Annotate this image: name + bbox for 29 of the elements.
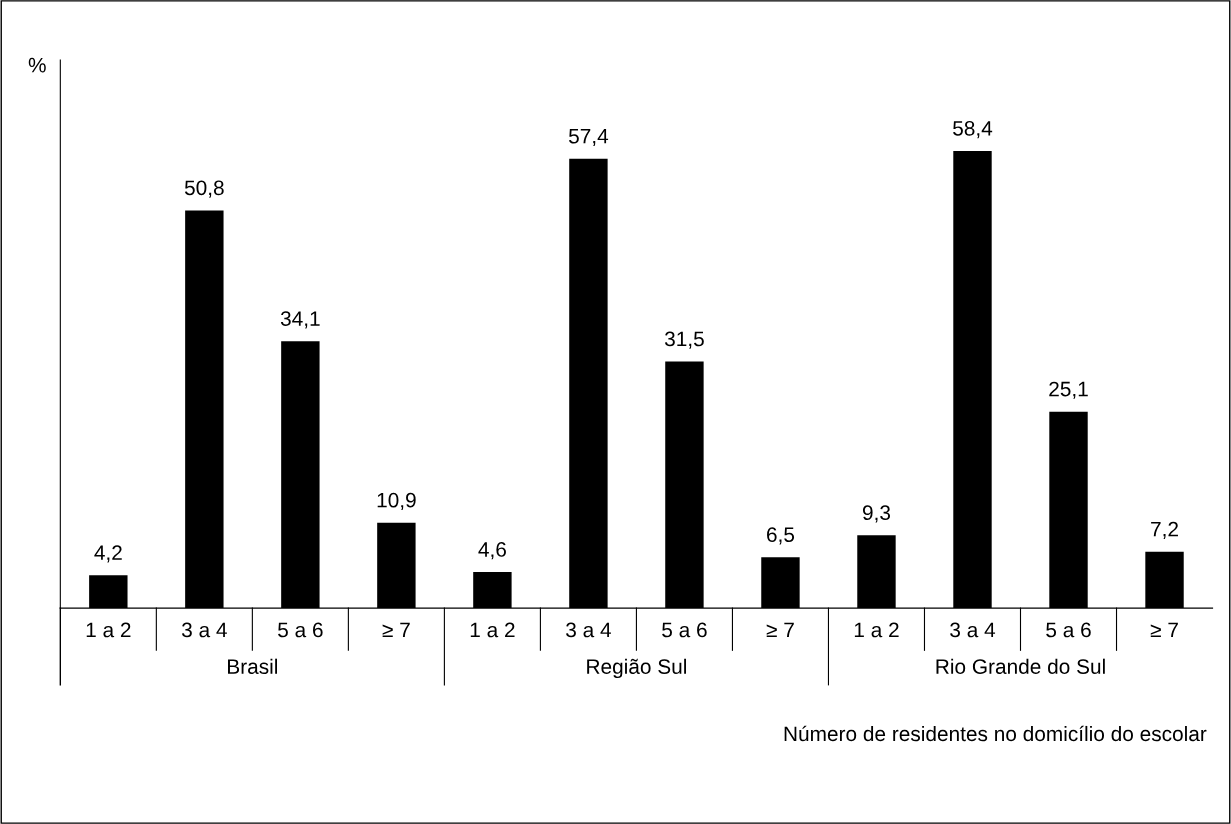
data-label: 4,2 <box>94 545 122 563</box>
x-tick-label: 5 a 6 <box>1046 622 1091 638</box>
data-label: 57,4 <box>568 129 609 147</box>
text: Região Sul <box>587 658 686 679</box>
x-tick-label: 3 a 4 <box>566 622 611 638</box>
x-tick-label: 3 a 4 <box>950 622 996 638</box>
data-label: 50,8 <box>184 180 224 198</box>
data-label: 10,9 <box>377 492 416 511</box>
data-label: 58,4 <box>953 120 993 139</box>
x-tick-label: 1 a 2 <box>470 622 515 638</box>
x-tick-label: 5 a 6 <box>662 622 707 638</box>
x-tick-label: 3 a 4 <box>181 622 227 638</box>
x-tick-label: ≥ 7 <box>382 622 410 638</box>
x-tick-label: ≥ 7 <box>1150 622 1178 638</box>
x-tick-label: ≥ 7 <box>766 622 794 638</box>
x-tick-label: 1 a 2 <box>854 622 899 638</box>
data-label: 31,5 <box>664 331 704 349</box>
y-axis-title: % <box>28 57 46 73</box>
x-axis-title: Número de residentes no domicílio do escolar <box>784 725 1207 742</box>
data-label: 6,5 <box>767 527 795 545</box>
data-label: 9,3 <box>862 505 891 523</box>
text: Rio Grande do Sul <box>936 658 1105 674</box>
x-tick-label: 1 a 2 <box>86 622 131 638</box>
text: Brasil <box>228 658 278 674</box>
data-label: 34,1 <box>280 311 320 329</box>
x-tick-label: 5 a 6 <box>278 622 323 638</box>
data-label: 7,2 <box>1151 521 1178 539</box>
data-label: 25,1 <box>1049 381 1088 399</box>
data-label: 4,6 <box>478 542 506 560</box>
